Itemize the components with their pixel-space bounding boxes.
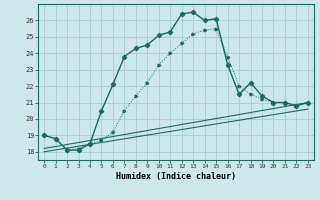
X-axis label: Humidex (Indice chaleur): Humidex (Indice chaleur) bbox=[116, 172, 236, 181]
